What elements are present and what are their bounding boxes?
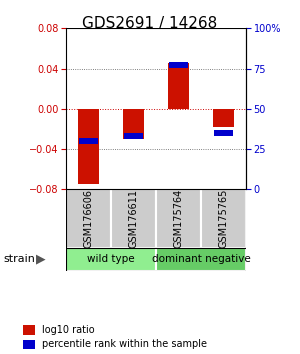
Bar <box>156 189 201 248</box>
Text: GSM175764: GSM175764 <box>173 189 184 248</box>
Text: GSM176611: GSM176611 <box>128 189 139 248</box>
Text: wild type: wild type <box>87 254 135 264</box>
Text: GSM175765: GSM175765 <box>218 189 229 248</box>
Bar <box>168 63 189 109</box>
Bar <box>23 339 35 349</box>
Text: GDS2691 / 14268: GDS2691 / 14268 <box>82 16 218 31</box>
Bar <box>66 189 111 248</box>
Bar <box>23 325 35 335</box>
Text: ▶: ▶ <box>36 253 45 266</box>
Bar <box>80 138 98 144</box>
Bar <box>169 62 188 68</box>
Bar <box>66 248 156 271</box>
Bar <box>124 133 142 139</box>
Bar <box>214 130 232 136</box>
Text: percentile rank within the sample: percentile rank within the sample <box>42 339 207 349</box>
Bar <box>78 109 99 184</box>
Text: dominant negative: dominant negative <box>152 254 250 264</box>
Bar <box>111 189 156 248</box>
Bar <box>201 189 246 248</box>
Bar <box>123 109 144 139</box>
Bar <box>213 109 234 127</box>
Text: strain: strain <box>3 254 35 264</box>
Text: GSM176606: GSM176606 <box>83 189 94 248</box>
Bar <box>156 248 246 271</box>
Text: log10 ratio: log10 ratio <box>42 325 94 335</box>
